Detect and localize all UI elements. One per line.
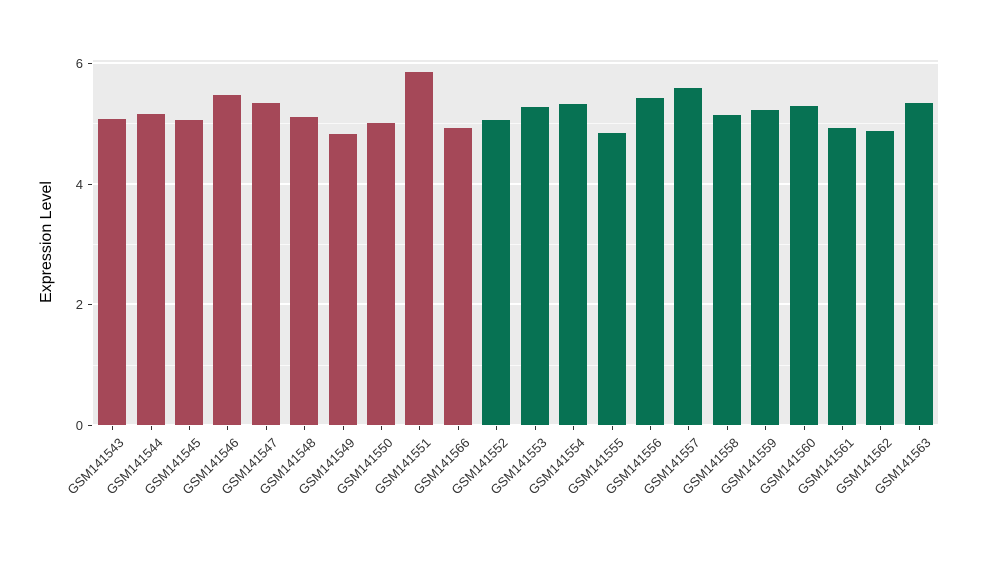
bar	[866, 130, 895, 425]
bar	[827, 127, 856, 425]
gridline-major	[93, 424, 938, 426]
bar	[443, 128, 472, 425]
plot-panel	[93, 60, 938, 426]
x-tick-mark	[688, 426, 690, 430]
y-tick-mark	[88, 304, 92, 306]
bar	[405, 72, 434, 425]
x-tick-mark	[265, 426, 267, 430]
x-tick-mark	[765, 426, 767, 430]
bar	[98, 118, 127, 425]
x-tick-mark	[457, 426, 459, 430]
y-axis-title: Expression Level	[38, 181, 55, 303]
x-tick-mark	[573, 426, 575, 430]
bar	[482, 119, 511, 425]
bar	[213, 95, 242, 425]
y-tick-mark	[88, 63, 92, 65]
bar	[251, 103, 280, 425]
y-tick-label: 2	[75, 297, 83, 313]
x-tick-mark	[918, 426, 920, 430]
bar	[789, 106, 818, 425]
x-tick-mark	[150, 426, 152, 430]
bar	[751, 110, 780, 425]
bar	[175, 120, 204, 425]
x-tick-mark	[611, 426, 613, 430]
x-tick-mark	[496, 426, 498, 430]
gridline-minor	[93, 123, 938, 125]
x-tick-mark	[841, 426, 843, 430]
x-tick-mark	[649, 426, 651, 430]
bar	[635, 98, 664, 425]
bar	[674, 88, 703, 425]
bar	[328, 133, 357, 425]
y-tick-label: 0	[75, 418, 83, 433]
bar	[559, 104, 588, 425]
x-tick-mark	[381, 426, 383, 430]
gridline-minor	[93, 244, 938, 245]
bar	[712, 114, 741, 425]
x-tick-mark	[419, 426, 421, 430]
bar	[136, 114, 165, 425]
y-tick-mark	[88, 183, 92, 185]
bar	[597, 133, 626, 425]
gridline-major	[93, 182, 938, 185]
gridline-minor	[93, 364, 938, 366]
bar	[904, 103, 933, 425]
x-tick-mark	[880, 426, 882, 430]
bar	[367, 123, 396, 425]
x-tick-mark	[304, 426, 306, 430]
y-tick-label: 4	[75, 176, 83, 192]
y-tick-label: 6	[75, 56, 83, 72]
bar	[520, 107, 549, 425]
x-tick-mark	[726, 426, 728, 430]
gridline-major	[93, 303, 938, 306]
x-tick-mark	[227, 426, 229, 430]
bar	[290, 117, 319, 425]
x-tick-mark	[534, 426, 536, 430]
y-tick-mark	[88, 425, 92, 426]
x-tick-mark	[803, 426, 805, 430]
x-tick-mark	[342, 426, 344, 430]
x-tick-mark	[189, 426, 191, 430]
x-tick-mark	[112, 426, 114, 430]
gridline-major	[93, 62, 938, 65]
